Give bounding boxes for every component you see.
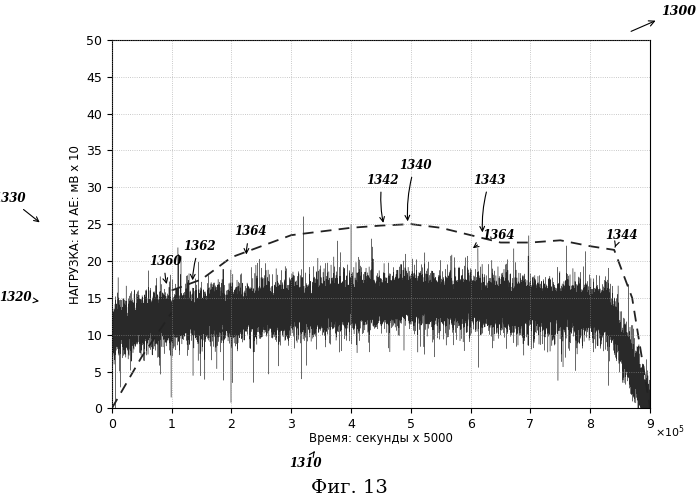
Text: 1360: 1360: [149, 254, 182, 283]
Text: 1342: 1342: [366, 174, 398, 222]
Text: 1340: 1340: [399, 159, 431, 220]
Text: 1343: 1343: [474, 174, 506, 231]
Text: 1300: 1300: [661, 4, 696, 18]
Text: 1362: 1362: [184, 240, 216, 279]
Text: 1344: 1344: [605, 229, 637, 247]
Text: Фиг. 13: Фиг. 13: [311, 479, 388, 497]
Text: 1320: 1320: [0, 291, 38, 304]
Y-axis label: НАГРУЗКА: кН АЕ: мВ х 10: НАГРУЗКА: кН АЕ: мВ х 10: [69, 144, 82, 304]
Text: 1364: 1364: [234, 225, 267, 253]
Text: 1310: 1310: [289, 452, 322, 470]
Text: 1330: 1330: [0, 192, 38, 222]
Text: $\times10^5$: $\times10^5$: [656, 423, 685, 440]
X-axis label: Время: секунды х 5000: Время: секунды х 5000: [309, 432, 453, 446]
Text: 1364: 1364: [474, 229, 515, 248]
